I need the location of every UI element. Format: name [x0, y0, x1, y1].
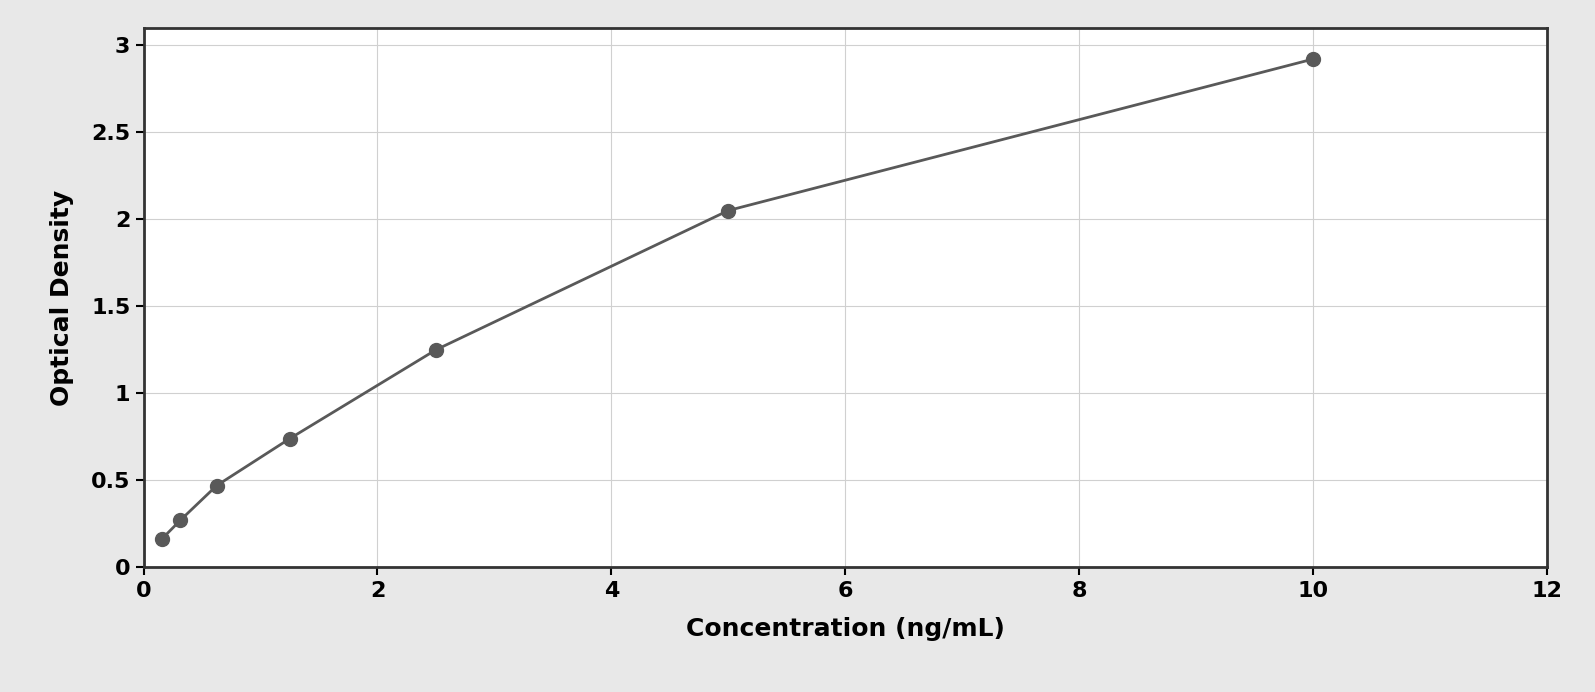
Point [278, 433, 303, 444]
Point [148, 534, 174, 545]
Point [716, 205, 742, 216]
Point [423, 344, 448, 355]
X-axis label: Concentration (ng/mL): Concentration (ng/mL) [686, 617, 1005, 641]
Point [167, 515, 193, 526]
Y-axis label: Optical Density: Optical Density [51, 190, 75, 406]
Point [204, 480, 230, 491]
Point [1300, 53, 1325, 64]
